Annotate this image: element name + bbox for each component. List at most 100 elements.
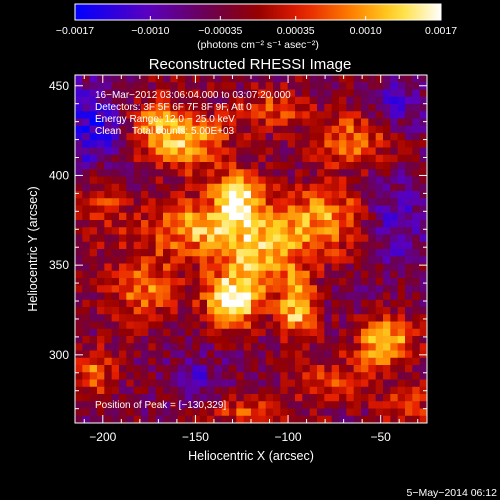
heatmap-cell <box>375 111 384 119</box>
heatmap-cell <box>199 140 208 148</box>
heatmap-cell <box>302 140 311 148</box>
heatmap-cell <box>368 241 377 250</box>
heatmap-cell <box>236 234 245 243</box>
heatmap-cell <box>419 162 428 170</box>
heatmap-cell <box>273 125 281 134</box>
heatmap-cell <box>243 372 252 380</box>
heatmap-cell <box>236 104 245 112</box>
heatmap-cell <box>185 299 193 308</box>
heatmap-cell <box>309 212 318 221</box>
heatmap-cell <box>251 386 259 395</box>
heatmap-cell <box>405 256 413 264</box>
heatmap-cell <box>229 379 237 388</box>
heatmap-cell <box>361 321 369 330</box>
heatmap-cell <box>119 162 127 170</box>
heatmap-cell <box>295 249 303 257</box>
heatmap-cell <box>273 234 281 243</box>
colorbar-tick-label: 0.0017 <box>425 25 457 37</box>
heatmap-cell <box>133 198 142 206</box>
colorbar-tick-label: 0.00035 <box>277 25 315 37</box>
heatmap-cell <box>419 111 428 119</box>
heatmap-cell <box>229 357 237 366</box>
heatmap-cell <box>221 408 230 417</box>
heatmap-cell <box>170 118 179 127</box>
heatmap-cell <box>405 321 413 330</box>
heatmap-cell <box>346 328 355 337</box>
heatmap-cell <box>412 401 421 409</box>
heatmap-cell <box>199 205 208 214</box>
heatmap-cell <box>185 249 193 257</box>
heatmap-cell <box>75 343 83 351</box>
heatmap-cell <box>361 227 369 235</box>
heatmap-cell <box>82 154 91 163</box>
heatmap-cell <box>265 386 274 395</box>
heatmap-cell <box>75 336 83 344</box>
heatmap-cell <box>280 162 289 170</box>
heatmap-cell <box>368 234 377 243</box>
heatmap-cell <box>383 183 391 192</box>
heatmap-cell <box>133 162 142 170</box>
heatmap-cell <box>207 372 215 380</box>
heatmap-cell <box>185 372 193 380</box>
heatmap-cell <box>383 350 391 359</box>
heatmap-cell <box>317 270 325 279</box>
heatmap-cell <box>353 336 362 344</box>
heatmap-cell <box>273 314 281 322</box>
heatmap-cell <box>258 263 267 272</box>
heatmap-cell <box>346 89 355 98</box>
heatmap-cell <box>258 415 267 424</box>
heatmap-cell <box>185 321 193 330</box>
heatmap-cell <box>361 111 369 119</box>
heatmap-cell <box>397 162 406 170</box>
heatmap-cell <box>97 111 105 119</box>
heatmap-cell <box>324 198 333 206</box>
heatmap-cell <box>324 270 333 279</box>
heatmap-cell <box>97 249 105 257</box>
heatmap-cell <box>89 394 98 402</box>
heatmap-cell <box>192 89 201 98</box>
heatmap-cell <box>214 408 223 417</box>
heatmap-cell <box>412 270 421 279</box>
heatmap-cell <box>185 408 193 417</box>
heatmap-cell <box>214 314 223 322</box>
heatmap-cell <box>243 365 252 373</box>
heatmap-cell <box>243 220 252 228</box>
heatmap-cell <box>155 205 164 214</box>
heatmap-cell <box>155 372 164 380</box>
heatmap-cell <box>229 133 237 141</box>
heatmap-cell <box>397 111 406 119</box>
heatmap-cell <box>119 198 127 206</box>
heatmap-cell <box>339 299 347 308</box>
heatmap-cell <box>405 372 413 380</box>
heatmap-cell <box>383 212 391 221</box>
heatmap-cell <box>251 241 259 250</box>
heatmap-cell <box>273 104 281 112</box>
heatmap-cell <box>361 249 369 257</box>
heatmap-cell <box>111 198 120 206</box>
heatmap-cell <box>75 314 83 322</box>
heatmap-cell <box>353 408 362 417</box>
heatmap-cell <box>111 350 120 359</box>
heatmap-cell <box>192 140 201 148</box>
heatmap-cell <box>339 343 347 351</box>
heatmap-cell <box>265 118 274 127</box>
heatmap-cell <box>89 278 98 286</box>
heatmap-cell <box>397 415 406 424</box>
heatmap-cell <box>368 408 377 417</box>
heatmap-cell <box>126 350 135 359</box>
heatmap-cell <box>339 133 347 141</box>
heatmap-cell <box>412 336 421 344</box>
heatmap-cell <box>170 343 179 351</box>
heatmap-cell <box>331 162 340 170</box>
heatmap-cell <box>170 96 179 105</box>
heatmap-cell <box>126 343 135 351</box>
heatmap-cell <box>199 162 208 170</box>
heatmap-cell <box>339 154 347 163</box>
heatmap-cell <box>214 241 223 250</box>
heatmap-cell <box>243 205 252 214</box>
heatmap-cell <box>405 292 413 301</box>
heatmap-cell <box>273 357 281 366</box>
heatmap-cell <box>331 147 340 156</box>
heatmap-cell <box>119 278 127 286</box>
heatmap-cell <box>111 307 120 315</box>
